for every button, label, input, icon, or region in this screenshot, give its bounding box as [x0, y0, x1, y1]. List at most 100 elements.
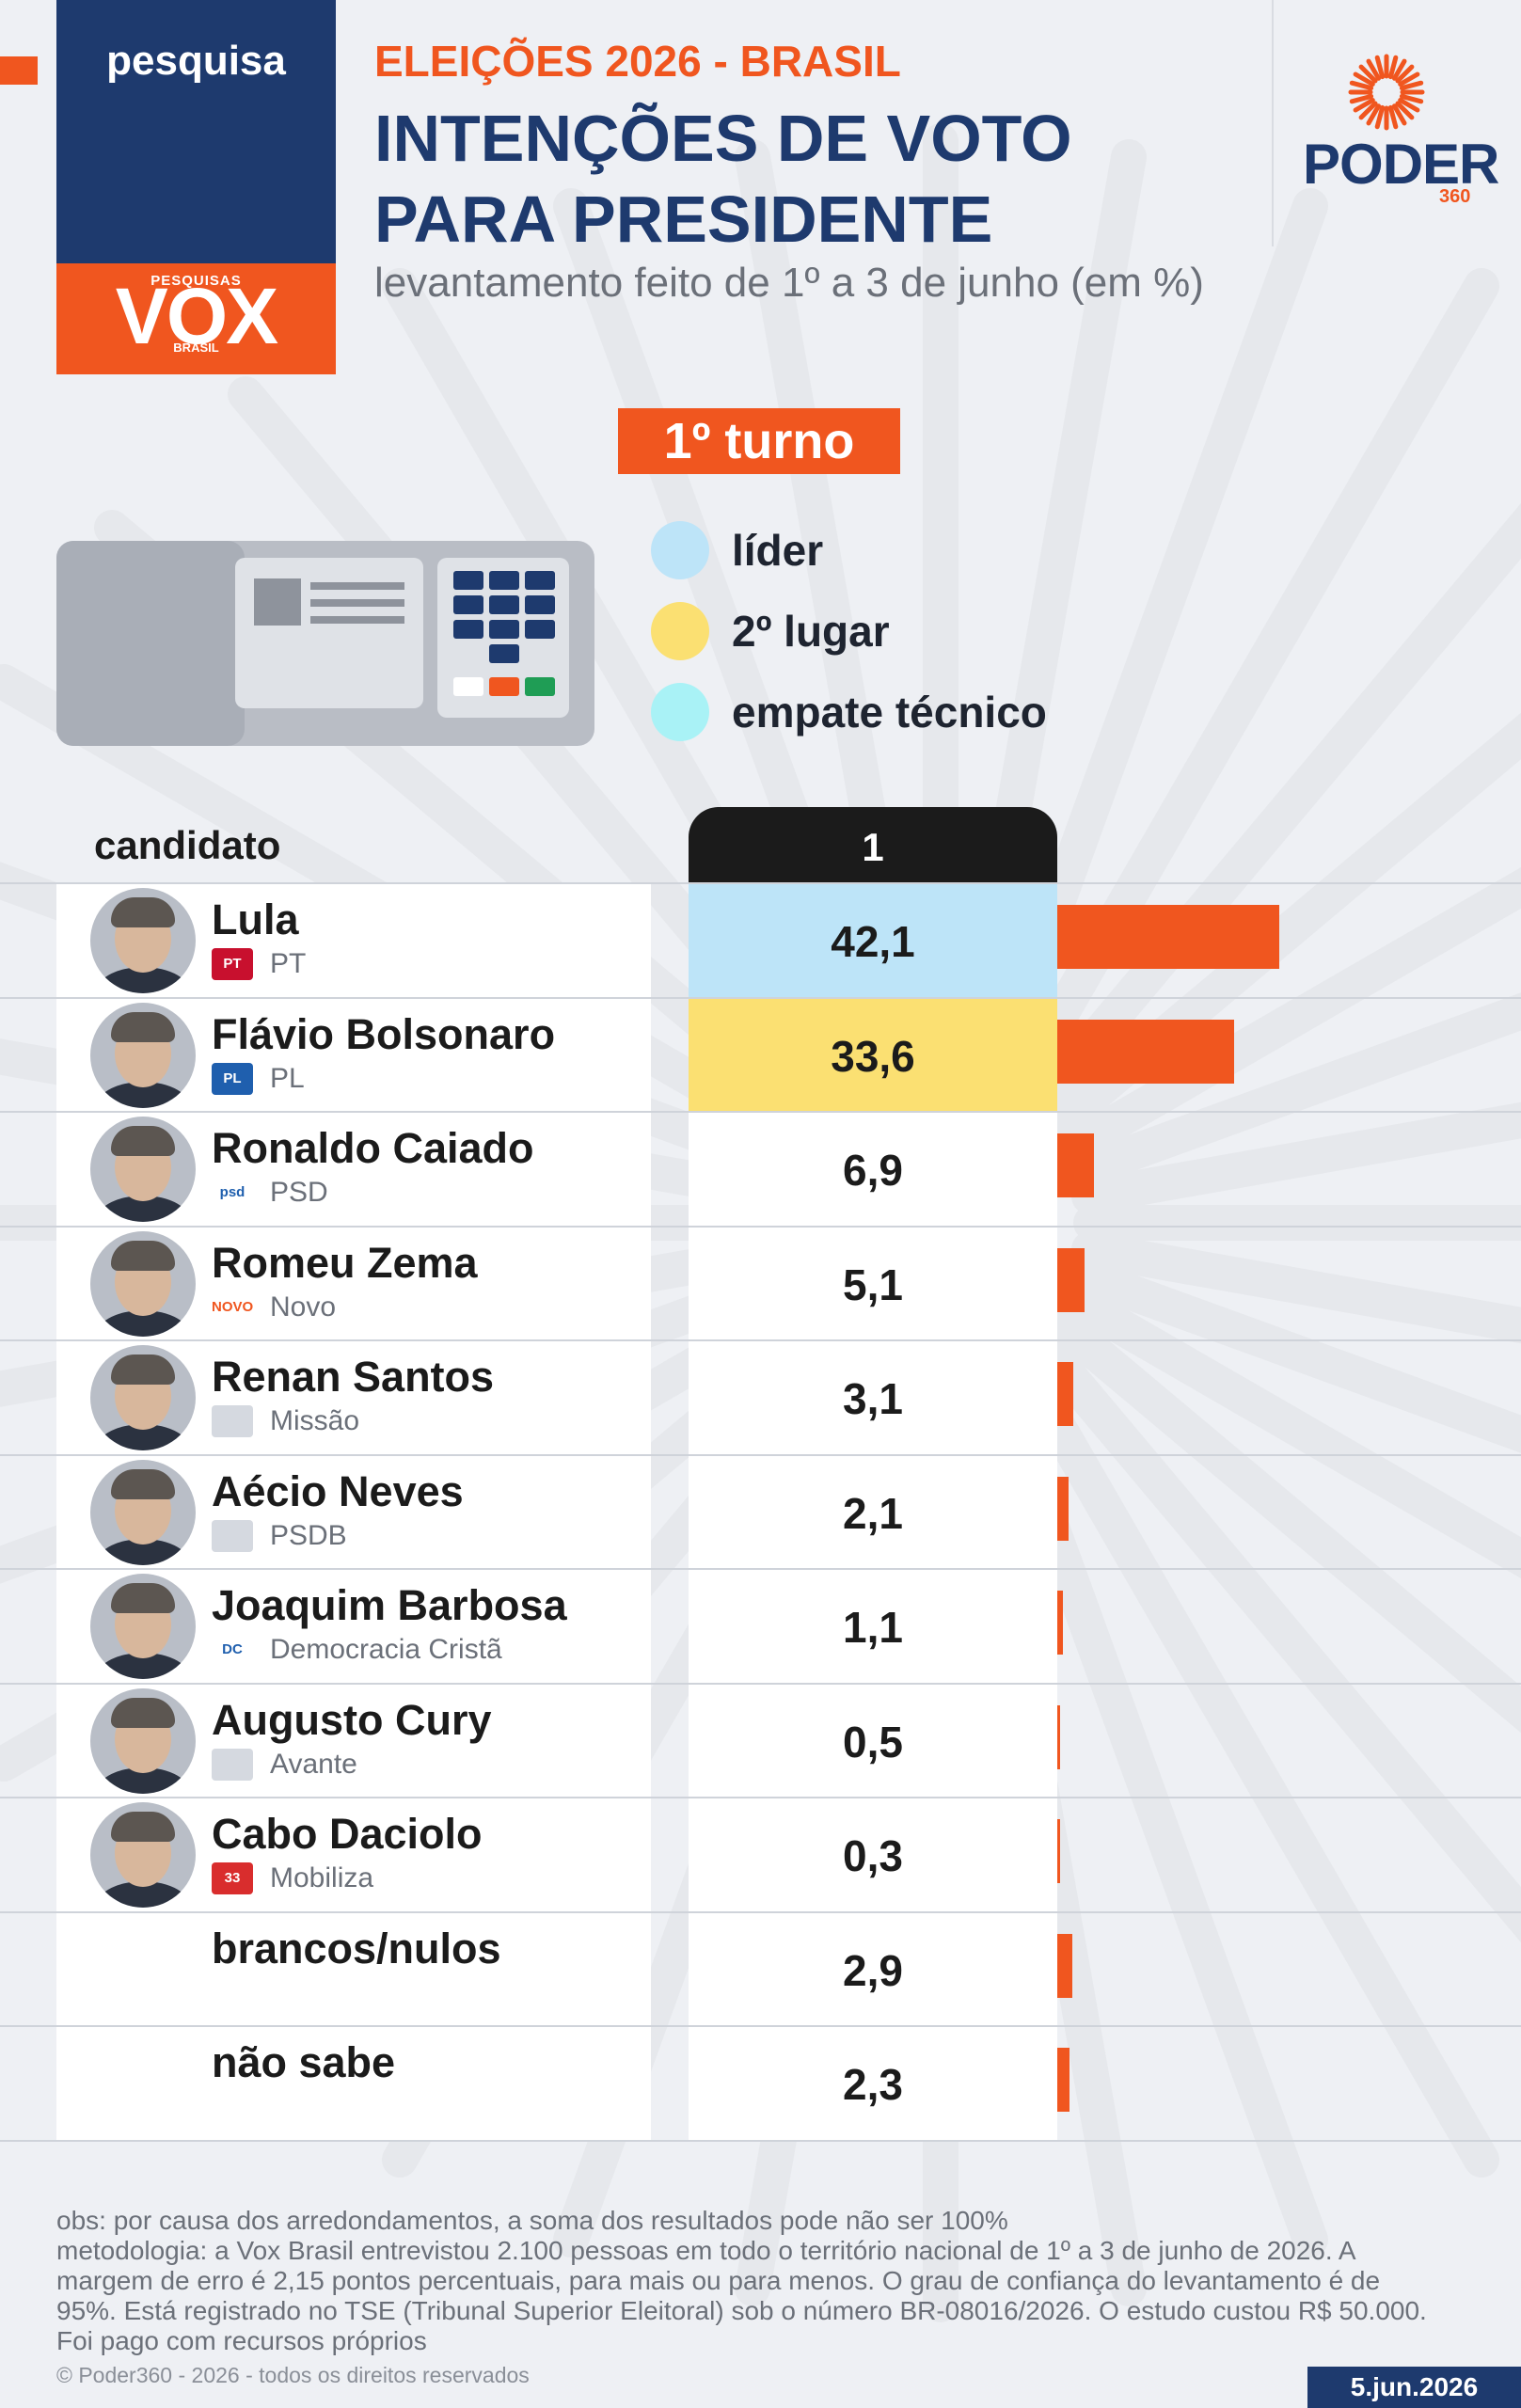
legend-label-leader: líder: [732, 526, 824, 575]
value-cell: [689, 998, 1057, 1111]
header-accent-tick: [0, 56, 38, 85]
candidate-cell: [56, 1912, 651, 2025]
candidate-name: Romeu Zema: [212, 1238, 478, 1287]
bar: [1057, 1933, 1073, 1998]
row-divider: [0, 1568, 1521, 1570]
party-name: Mobiliza: [270, 1862, 374, 1893]
poder360-logo-suffix: 360: [1439, 186, 1471, 207]
party-logo-icon: PL: [212, 1062, 253, 1095]
party-logo-icon: PT: [212, 948, 253, 980]
note-methodology-4: Foi pago com recursos próprios: [56, 2326, 427, 2355]
page-title: INTENÇÕES DE VOTO PARA PRESIDENTE: [374, 98, 1277, 260]
party-name: PSDB: [270, 1519, 347, 1551]
value-label: 0,5: [843, 1717, 903, 1766]
party-name: PSD: [270, 1177, 328, 1208]
subtitle: levantamento feito de 1º a 3 de junho (e…: [374, 260, 1204, 306]
candidate-photo: [90, 888, 196, 993]
candidate-photo: [90, 1002, 196, 1108]
value-cell: [689, 1113, 1057, 1226]
row-divider: [0, 996, 1521, 999]
value-cell: [689, 1684, 1057, 1797]
pesquisa-brand-box: [56, 0, 336, 263]
legend-swatch-tie: [651, 683, 709, 741]
vox-logo-small: PESQUISAS: [151, 273, 242, 289]
value-label: 3,1: [843, 1374, 903, 1423]
value-label: 0,3: [843, 1831, 903, 1880]
candidate-cell: [56, 2027, 651, 2140]
candidate-photo: [90, 1345, 196, 1450]
legend-swatch-second: [651, 602, 709, 660]
candidate-photo: [90, 1459, 196, 1565]
row-divider: [0, 1910, 1521, 1913]
title-line-1: INTENÇÕES DE VOTO: [374, 102, 1072, 175]
round-badge: 1º turno: [618, 408, 900, 474]
copyright: © Poder360 - 2026 - todos os direitos re…: [56, 2363, 530, 2387]
candidate-name: Cabo Daciolo: [212, 1810, 483, 1858]
candidate-name: Lula: [212, 895, 299, 943]
candidate-photo: [90, 1574, 196, 1679]
bar: [1057, 1704, 1060, 1769]
row-divider: [0, 1111, 1521, 1113]
row-divider: [0, 1797, 1521, 1798]
party-logo-icon: DC: [212, 1634, 253, 1666]
row-divider: [0, 882, 1521, 884]
candidate-photo: [90, 1687, 196, 1794]
row-divider: [0, 2139, 1521, 2142]
poder360-logo: PODER: [1303, 133, 1499, 196]
brand-label: pesquisa: [106, 38, 286, 84]
category-name: não sabe: [212, 2038, 396, 2086]
bar: [1057, 1819, 1060, 1883]
party-name: Avante: [270, 1748, 357, 1780]
value-label: 2,9: [843, 1945, 903, 1995]
party-logo-icon: [212, 1405, 253, 1437]
publication-date: 5.jun.2026: [1307, 2367, 1521, 2408]
legend-label-tie: empate técnico: [732, 688, 1047, 737]
title-line-2: PARA PRESIDENTE: [374, 182, 993, 256]
row-divider: [0, 1453, 1521, 1456]
value-cell: [689, 1341, 1057, 1454]
candidate-name: Aécio Neves: [212, 1466, 464, 1515]
party-logo-icon: [212, 1748, 253, 1781]
note-methodology-3: 95%. Está registrado no TSE (Tribunal Su…: [56, 2296, 1427, 2325]
voting-machine-icon: [56, 541, 594, 746]
value-cell: [689, 2027, 1057, 2140]
legend-swatch-leader: [651, 521, 709, 579]
footnotes: obs: por causa dos arredondamentos, a so…: [56, 2206, 1467, 2356]
candidate-name: Joaquim Barbosa: [212, 1581, 567, 1629]
party-logo-icon: NOVO: [212, 1291, 253, 1323]
vox-logo-country: BRASIL: [173, 341, 219, 355]
bar: [1057, 1362, 1074, 1426]
vox-logo-box: [56, 263, 336, 374]
value-label: 2,1: [843, 1488, 903, 1538]
bar: [1057, 1019, 1235, 1084]
value-label: 6,9: [843, 1146, 903, 1195]
candidate-photo: [90, 1230, 196, 1337]
party-name: Missão: [270, 1405, 360, 1436]
logo-divider: [1272, 0, 1274, 246]
party-name: PT: [270, 948, 307, 979]
column-header-round: 1: [689, 807, 1057, 884]
value-cell: [689, 1798, 1057, 1911]
value-label: 2,3: [843, 2060, 903, 2109]
candidate-name: Flávio Bolsonaro: [212, 1009, 556, 1058]
bar: [1057, 1591, 1064, 1655]
candidate-photo: [90, 1802, 196, 1908]
poder360-sun-icon: [1348, 54, 1425, 131]
kicker: ELEIÇÕES 2026 - BRASIL: [374, 37, 901, 86]
note-methodology-1: metodologia: a Vox Brasil entrevistou 2.…: [56, 2236, 1356, 2265]
bar: [1057, 905, 1279, 969]
row-divider: [0, 1682, 1521, 1685]
value-cell: [689, 1455, 1057, 1568]
note-methodology-2: margem de erro é 2,15 pontos percentuais…: [56, 2266, 1381, 2295]
row-divider: [0, 2025, 1521, 2027]
value-cell: [689, 884, 1057, 997]
value-label: 42,1: [831, 917, 915, 966]
party-name: Novo: [270, 1291, 337, 1323]
bar: [1057, 1476, 1069, 1541]
vox-logo: VOX: [115, 272, 278, 360]
candidate-name: Augusto Cury: [212, 1695, 492, 1744]
category-name: brancos/nulos: [212, 1924, 501, 1972]
column-header-candidate: candidato: [94, 823, 281, 867]
value-label: 5,1: [843, 1259, 903, 1309]
note-obs: obs: por causa dos arredondamentos, a so…: [56, 2206, 1008, 2235]
